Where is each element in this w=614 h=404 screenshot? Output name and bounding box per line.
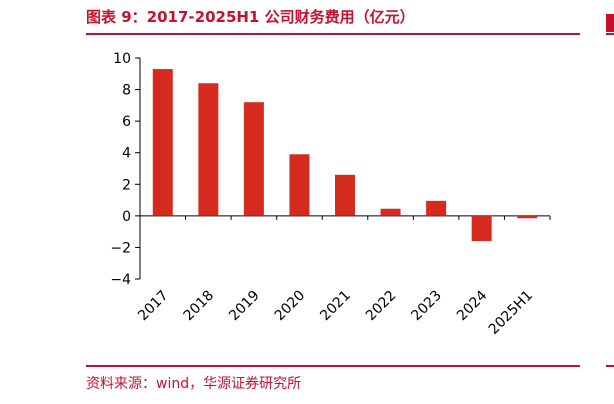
x-tick-label: 2022 <box>363 288 400 325</box>
source-note: 资料来源：wind，华源证券研究所 <box>86 376 302 392</box>
y-tick-label: 6 <box>122 114 131 130</box>
bar-2017 <box>152 69 173 216</box>
x-tick-label: 2021 <box>317 288 354 325</box>
y-tick-label: 0 <box>122 209 131 225</box>
left-edge <box>0 0 4 404</box>
bar-2020 <box>289 154 310 216</box>
x-tick-label: 2018 <box>181 288 218 325</box>
x-tick-label: 2024 <box>454 287 491 324</box>
title-divider <box>86 33 580 35</box>
next-panel-bottom-divider <box>606 365 614 367</box>
x-tick-label: 2019 <box>226 288 263 325</box>
y-axis-ticks: 10 8 6 4 2 0 −2 −4 <box>110 51 140 288</box>
bar-2023 <box>426 200 447 216</box>
x-tick-label: 2020 <box>272 288 309 325</box>
bar-2024 <box>471 215 492 242</box>
y-tick-label: 4 <box>122 146 131 162</box>
chart-title: 图表 9：2017-2025H1 公司财务费用（亿元） <box>86 8 415 26</box>
y-tick-label: 10 <box>113 51 131 67</box>
chart-bars <box>152 69 538 242</box>
y-tick-label: 2 <box>122 177 131 193</box>
bar-2022 <box>380 208 401 216</box>
x-tick-label: 2025H1 <box>486 288 536 338</box>
next-panel-divider <box>606 33 614 35</box>
bar-2018 <box>198 83 219 216</box>
bar-2021 <box>335 174 355 216</box>
bar-2025H1 <box>517 215 538 219</box>
y-tick-label: −4 <box>110 272 131 288</box>
bar-2019 <box>243 102 264 216</box>
source-divider <box>86 365 580 367</box>
x-tick-label: 2023 <box>408 288 445 325</box>
y-tick-label: −2 <box>110 240 131 256</box>
y-tick-label: 8 <box>122 83 131 99</box>
x-tick-label: 2017 <box>135 288 172 325</box>
next-panel-fragment <box>606 14 614 32</box>
